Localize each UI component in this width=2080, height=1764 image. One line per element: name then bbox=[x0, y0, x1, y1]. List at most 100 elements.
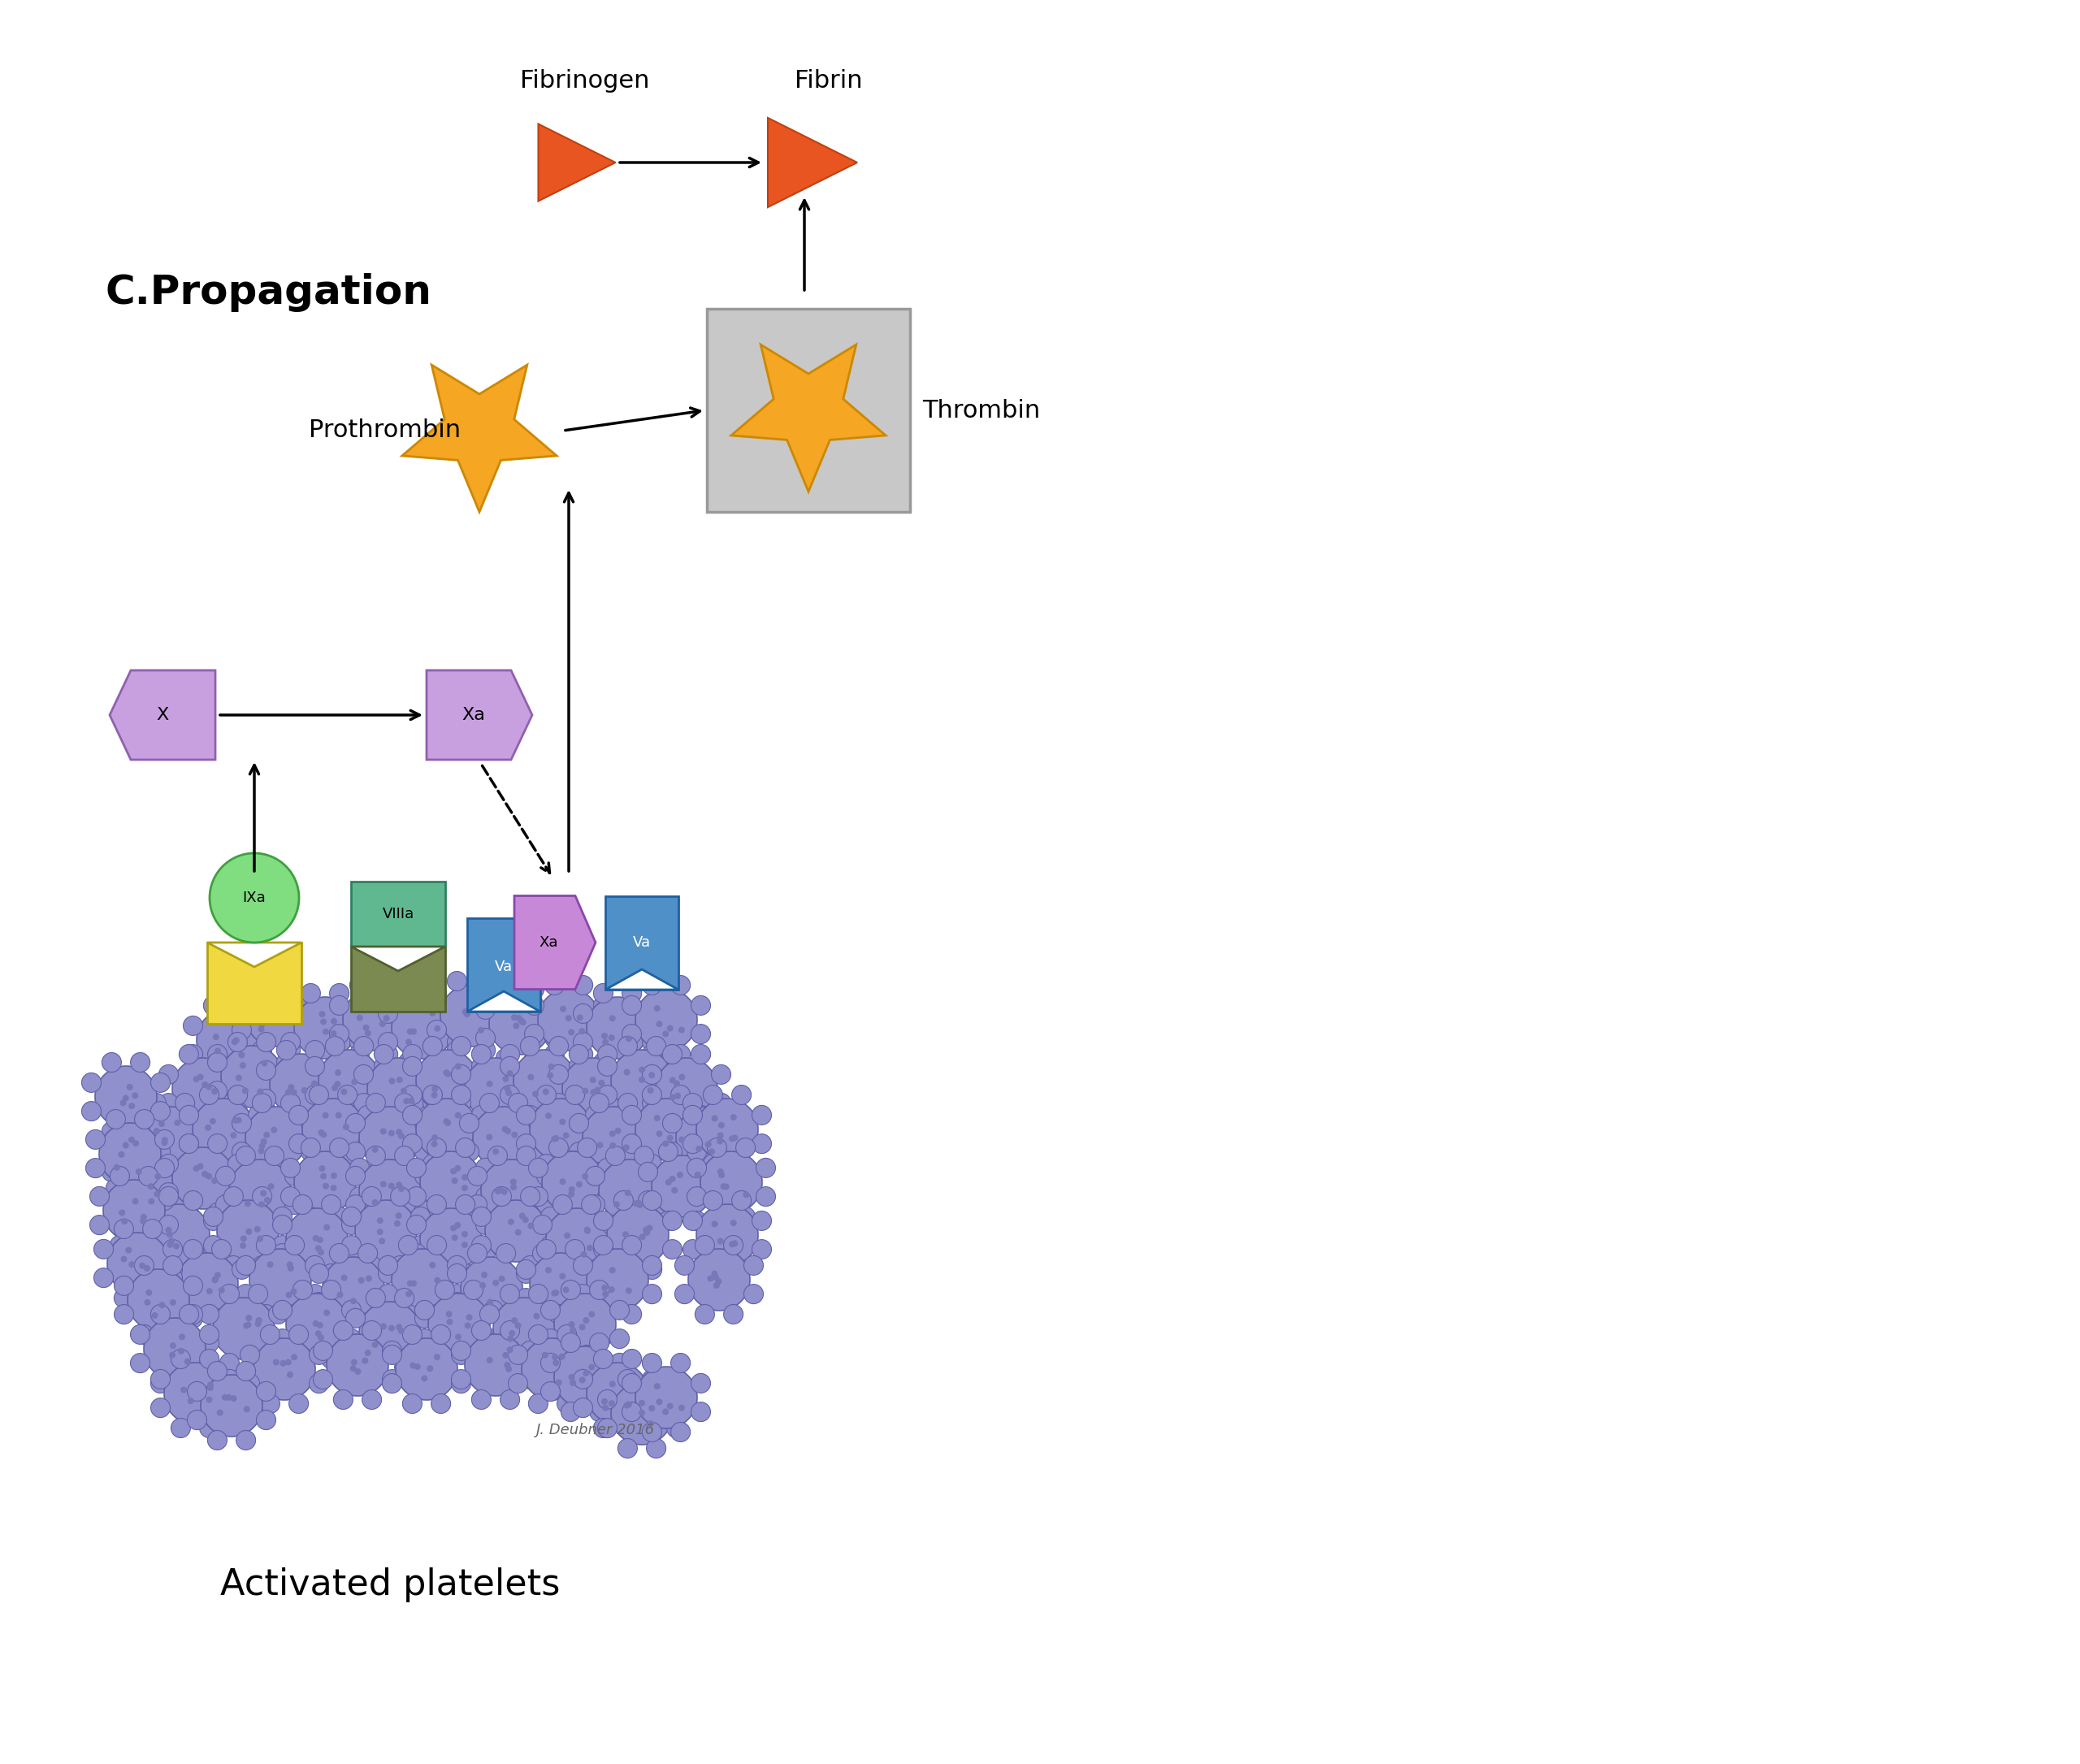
Circle shape bbox=[366, 1275, 372, 1282]
Circle shape bbox=[223, 1394, 229, 1401]
Circle shape bbox=[574, 1399, 593, 1418]
Circle shape bbox=[218, 1288, 225, 1293]
Circle shape bbox=[162, 1256, 183, 1275]
Circle shape bbox=[691, 1374, 711, 1394]
Circle shape bbox=[231, 1395, 237, 1402]
Circle shape bbox=[516, 1106, 537, 1125]
Circle shape bbox=[499, 1044, 520, 1064]
Circle shape bbox=[472, 1134, 491, 1154]
Circle shape bbox=[639, 1191, 657, 1210]
Circle shape bbox=[229, 1182, 248, 1203]
Circle shape bbox=[324, 1224, 331, 1231]
Circle shape bbox=[587, 1245, 593, 1251]
Circle shape bbox=[333, 1390, 354, 1409]
Circle shape bbox=[711, 1065, 730, 1085]
Circle shape bbox=[691, 1025, 711, 1044]
Circle shape bbox=[322, 1194, 341, 1214]
Circle shape bbox=[516, 1259, 537, 1279]
Circle shape bbox=[451, 1346, 470, 1365]
Circle shape bbox=[254, 1321, 262, 1327]
Circle shape bbox=[152, 1141, 171, 1161]
Circle shape bbox=[287, 1265, 293, 1272]
Circle shape bbox=[245, 1228, 252, 1235]
Circle shape bbox=[530, 1099, 591, 1161]
Circle shape bbox=[584, 1259, 605, 1279]
Circle shape bbox=[318, 1249, 324, 1256]
Circle shape bbox=[618, 1094, 636, 1113]
Circle shape bbox=[560, 1178, 566, 1185]
Circle shape bbox=[395, 1212, 401, 1219]
Circle shape bbox=[343, 1124, 349, 1131]
Circle shape bbox=[254, 1226, 260, 1233]
Circle shape bbox=[135, 1212, 154, 1231]
Circle shape bbox=[127, 1268, 189, 1330]
Circle shape bbox=[470, 1005, 476, 1013]
Circle shape bbox=[196, 1113, 214, 1132]
Circle shape bbox=[200, 1154, 218, 1173]
Circle shape bbox=[243, 1406, 250, 1413]
Circle shape bbox=[289, 1134, 308, 1154]
Circle shape bbox=[462, 1185, 468, 1191]
Circle shape bbox=[399, 995, 418, 1014]
Circle shape bbox=[597, 1187, 618, 1207]
Circle shape bbox=[510, 1178, 516, 1185]
Circle shape bbox=[183, 1275, 202, 1295]
Circle shape bbox=[183, 1309, 202, 1328]
Circle shape bbox=[216, 1200, 279, 1261]
Circle shape bbox=[272, 1328, 291, 1348]
Circle shape bbox=[609, 1353, 630, 1372]
Circle shape bbox=[724, 1305, 743, 1325]
Circle shape bbox=[732, 1113, 751, 1132]
Circle shape bbox=[487, 1081, 493, 1087]
Circle shape bbox=[220, 1399, 239, 1418]
Circle shape bbox=[408, 1159, 426, 1178]
Circle shape bbox=[331, 1030, 337, 1037]
Circle shape bbox=[476, 1244, 495, 1263]
Circle shape bbox=[593, 1418, 614, 1438]
Text: Thrombin: Thrombin bbox=[921, 399, 1040, 422]
Circle shape bbox=[480, 1334, 499, 1353]
Circle shape bbox=[154, 1159, 175, 1178]
Circle shape bbox=[428, 1011, 435, 1016]
Circle shape bbox=[485, 1200, 547, 1261]
Circle shape bbox=[668, 1134, 674, 1141]
Circle shape bbox=[601, 1399, 607, 1404]
Circle shape bbox=[281, 1094, 300, 1113]
Circle shape bbox=[549, 1304, 568, 1325]
Circle shape bbox=[522, 1339, 582, 1401]
Circle shape bbox=[716, 1279, 722, 1284]
Circle shape bbox=[686, 1159, 707, 1178]
Circle shape bbox=[404, 1134, 422, 1154]
Circle shape bbox=[397, 1132, 404, 1140]
Circle shape bbox=[566, 1154, 584, 1173]
Circle shape bbox=[220, 1369, 239, 1388]
Circle shape bbox=[549, 1106, 568, 1125]
Circle shape bbox=[206, 1124, 212, 1131]
Circle shape bbox=[258, 1088, 264, 1095]
Circle shape bbox=[366, 1215, 385, 1235]
Circle shape bbox=[541, 1300, 560, 1319]
Circle shape bbox=[248, 1284, 268, 1304]
Circle shape bbox=[94, 1268, 112, 1288]
Circle shape bbox=[541, 1381, 560, 1401]
Circle shape bbox=[324, 1060, 345, 1080]
Circle shape bbox=[576, 1182, 582, 1187]
Circle shape bbox=[639, 1141, 657, 1161]
Circle shape bbox=[96, 1065, 156, 1127]
Circle shape bbox=[609, 1267, 616, 1274]
Circle shape bbox=[270, 1053, 331, 1115]
Circle shape bbox=[643, 975, 661, 995]
Circle shape bbox=[553, 1194, 572, 1214]
Circle shape bbox=[179, 1134, 198, 1154]
Circle shape bbox=[566, 1240, 584, 1259]
Circle shape bbox=[352, 1358, 358, 1365]
Circle shape bbox=[208, 1044, 227, 1064]
Circle shape bbox=[374, 1044, 393, 1064]
Circle shape bbox=[291, 1353, 297, 1360]
Circle shape bbox=[435, 1349, 456, 1369]
Circle shape bbox=[591, 1088, 597, 1095]
Circle shape bbox=[537, 1166, 555, 1185]
Circle shape bbox=[593, 1240, 614, 1259]
Circle shape bbox=[260, 1325, 281, 1344]
Circle shape bbox=[270, 1127, 277, 1132]
